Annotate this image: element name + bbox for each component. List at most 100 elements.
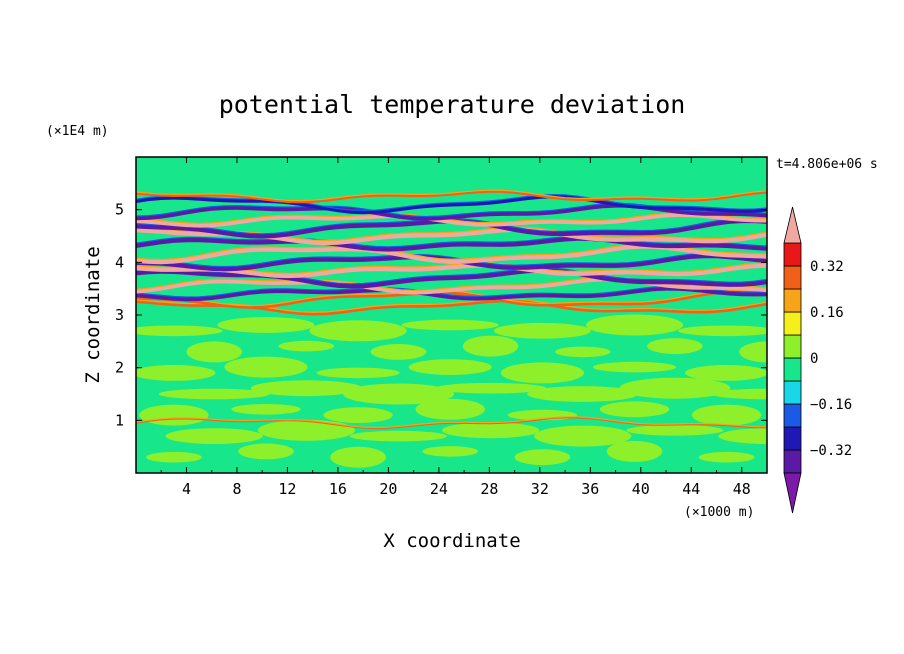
field-patch <box>250 380 362 397</box>
field-band-edge <box>136 189 767 202</box>
field-patch <box>534 425 632 447</box>
field-band-edge <box>136 193 767 212</box>
colorbar-swatch <box>783 265 802 290</box>
field-band <box>136 286 767 302</box>
field-band-edge <box>136 226 767 242</box>
field-patch <box>257 419 355 441</box>
field-patch <box>599 401 670 418</box>
colorbar-label: −0.16 <box>810 397 852 413</box>
colorbar-swatch <box>783 449 802 474</box>
field-patch <box>370 344 427 360</box>
x-tick-label: 24 <box>430 480 448 498</box>
field-band <box>136 277 767 295</box>
colorbar-swatch <box>783 242 802 267</box>
field-patch <box>136 365 216 381</box>
x-axis: 4 8 12 16 20 24 28 32 36 40 44 48 <box>160 157 751 498</box>
field-patch <box>592 361 677 373</box>
colorbar-swatch <box>783 311 802 336</box>
field-patch <box>435 382 547 394</box>
colorbar-label: 0 <box>810 351 818 367</box>
field-patch <box>415 398 485 420</box>
x-tick-label: 28 <box>480 480 498 498</box>
y-axis: 1 2 3 4 5 <box>115 201 767 429</box>
field-patch <box>493 322 591 339</box>
field-patch <box>165 428 263 444</box>
colorbar-over-arrow <box>783 206 802 244</box>
field-patch <box>238 443 294 460</box>
y-axis-label: Z coordinate <box>82 246 104 383</box>
field-patch <box>158 388 270 400</box>
field-patch <box>585 314 684 336</box>
field-patch <box>146 451 202 463</box>
colorbar-label: 0.32 <box>810 259 844 275</box>
x-tick-label: 36 <box>581 480 599 498</box>
field-patch <box>422 446 479 457</box>
field-band <box>136 253 767 272</box>
y-tick-label: 5 <box>115 201 124 219</box>
field-band <box>136 227 767 246</box>
colorbar-swatch <box>783 426 802 451</box>
field-patch <box>626 425 724 436</box>
field-band-edge <box>136 252 767 268</box>
y-unit-label: (×1E4 m) <box>46 124 109 139</box>
colorbar-label: 0.16 <box>810 305 844 321</box>
colorbar-label: −0.32 <box>810 443 852 459</box>
field-patch <box>606 440 663 462</box>
field-patch <box>323 407 393 423</box>
colorbar-under-arrow <box>783 472 802 514</box>
colorbar-swatch <box>783 357 802 382</box>
colorbar: 0.32 0.16 0 −0.16 −0.32 <box>783 206 852 514</box>
field-band <box>136 190 767 204</box>
upper-field-bands <box>136 189 767 430</box>
field-band-edge <box>136 235 767 248</box>
colorbar-swatch <box>783 334 802 359</box>
time-label: t=4.806e+06 s <box>776 157 878 172</box>
lower-field-patches <box>136 314 767 468</box>
field-band-edge <box>136 416 767 429</box>
field-patch <box>500 362 584 384</box>
field-patch <box>408 359 492 375</box>
field-patch <box>278 340 335 352</box>
x-tick-label: 16 <box>329 480 347 498</box>
field-patch <box>514 449 571 466</box>
plot-area <box>136 157 767 473</box>
field-patch <box>224 356 308 378</box>
field-band-edge <box>136 212 767 224</box>
field-band-edge <box>136 298 767 313</box>
x-tick-label: 48 <box>733 480 751 498</box>
field-patch <box>554 346 611 358</box>
x-tick-label: 44 <box>682 480 700 498</box>
field-patch <box>691 404 762 426</box>
field-patch <box>718 428 767 444</box>
y-tick-label: 4 <box>115 253 124 271</box>
field-patch <box>711 388 767 400</box>
field-patch <box>527 386 639 402</box>
field-band <box>136 267 767 289</box>
x-tick-label: 20 <box>379 480 397 498</box>
field-patch <box>698 451 755 463</box>
field-patch <box>647 338 703 354</box>
field-band <box>136 263 767 279</box>
x-unit-label: (×1000 m) <box>684 505 754 520</box>
field-patch <box>136 325 223 337</box>
field-band <box>136 290 767 309</box>
field-band <box>136 244 767 265</box>
field-patch <box>678 325 767 337</box>
x-tick-label: 32 <box>531 480 549 498</box>
field-patch <box>316 367 400 379</box>
y-tick-label: 1 <box>115 411 124 429</box>
x-tick-label: 4 <box>182 480 191 498</box>
x-tick-label: 40 <box>632 480 650 498</box>
field-patch <box>739 341 767 363</box>
colorbar-swatch <box>783 288 802 313</box>
field-band <box>136 203 767 221</box>
field-band <box>136 218 767 239</box>
field-patch <box>330 446 386 468</box>
x-tick-label: 12 <box>278 480 296 498</box>
field-patch <box>309 320 407 342</box>
field-patch <box>462 335 519 357</box>
field-patch <box>685 365 767 381</box>
field-patch <box>139 404 209 426</box>
y-tick-label: 2 <box>115 359 124 377</box>
